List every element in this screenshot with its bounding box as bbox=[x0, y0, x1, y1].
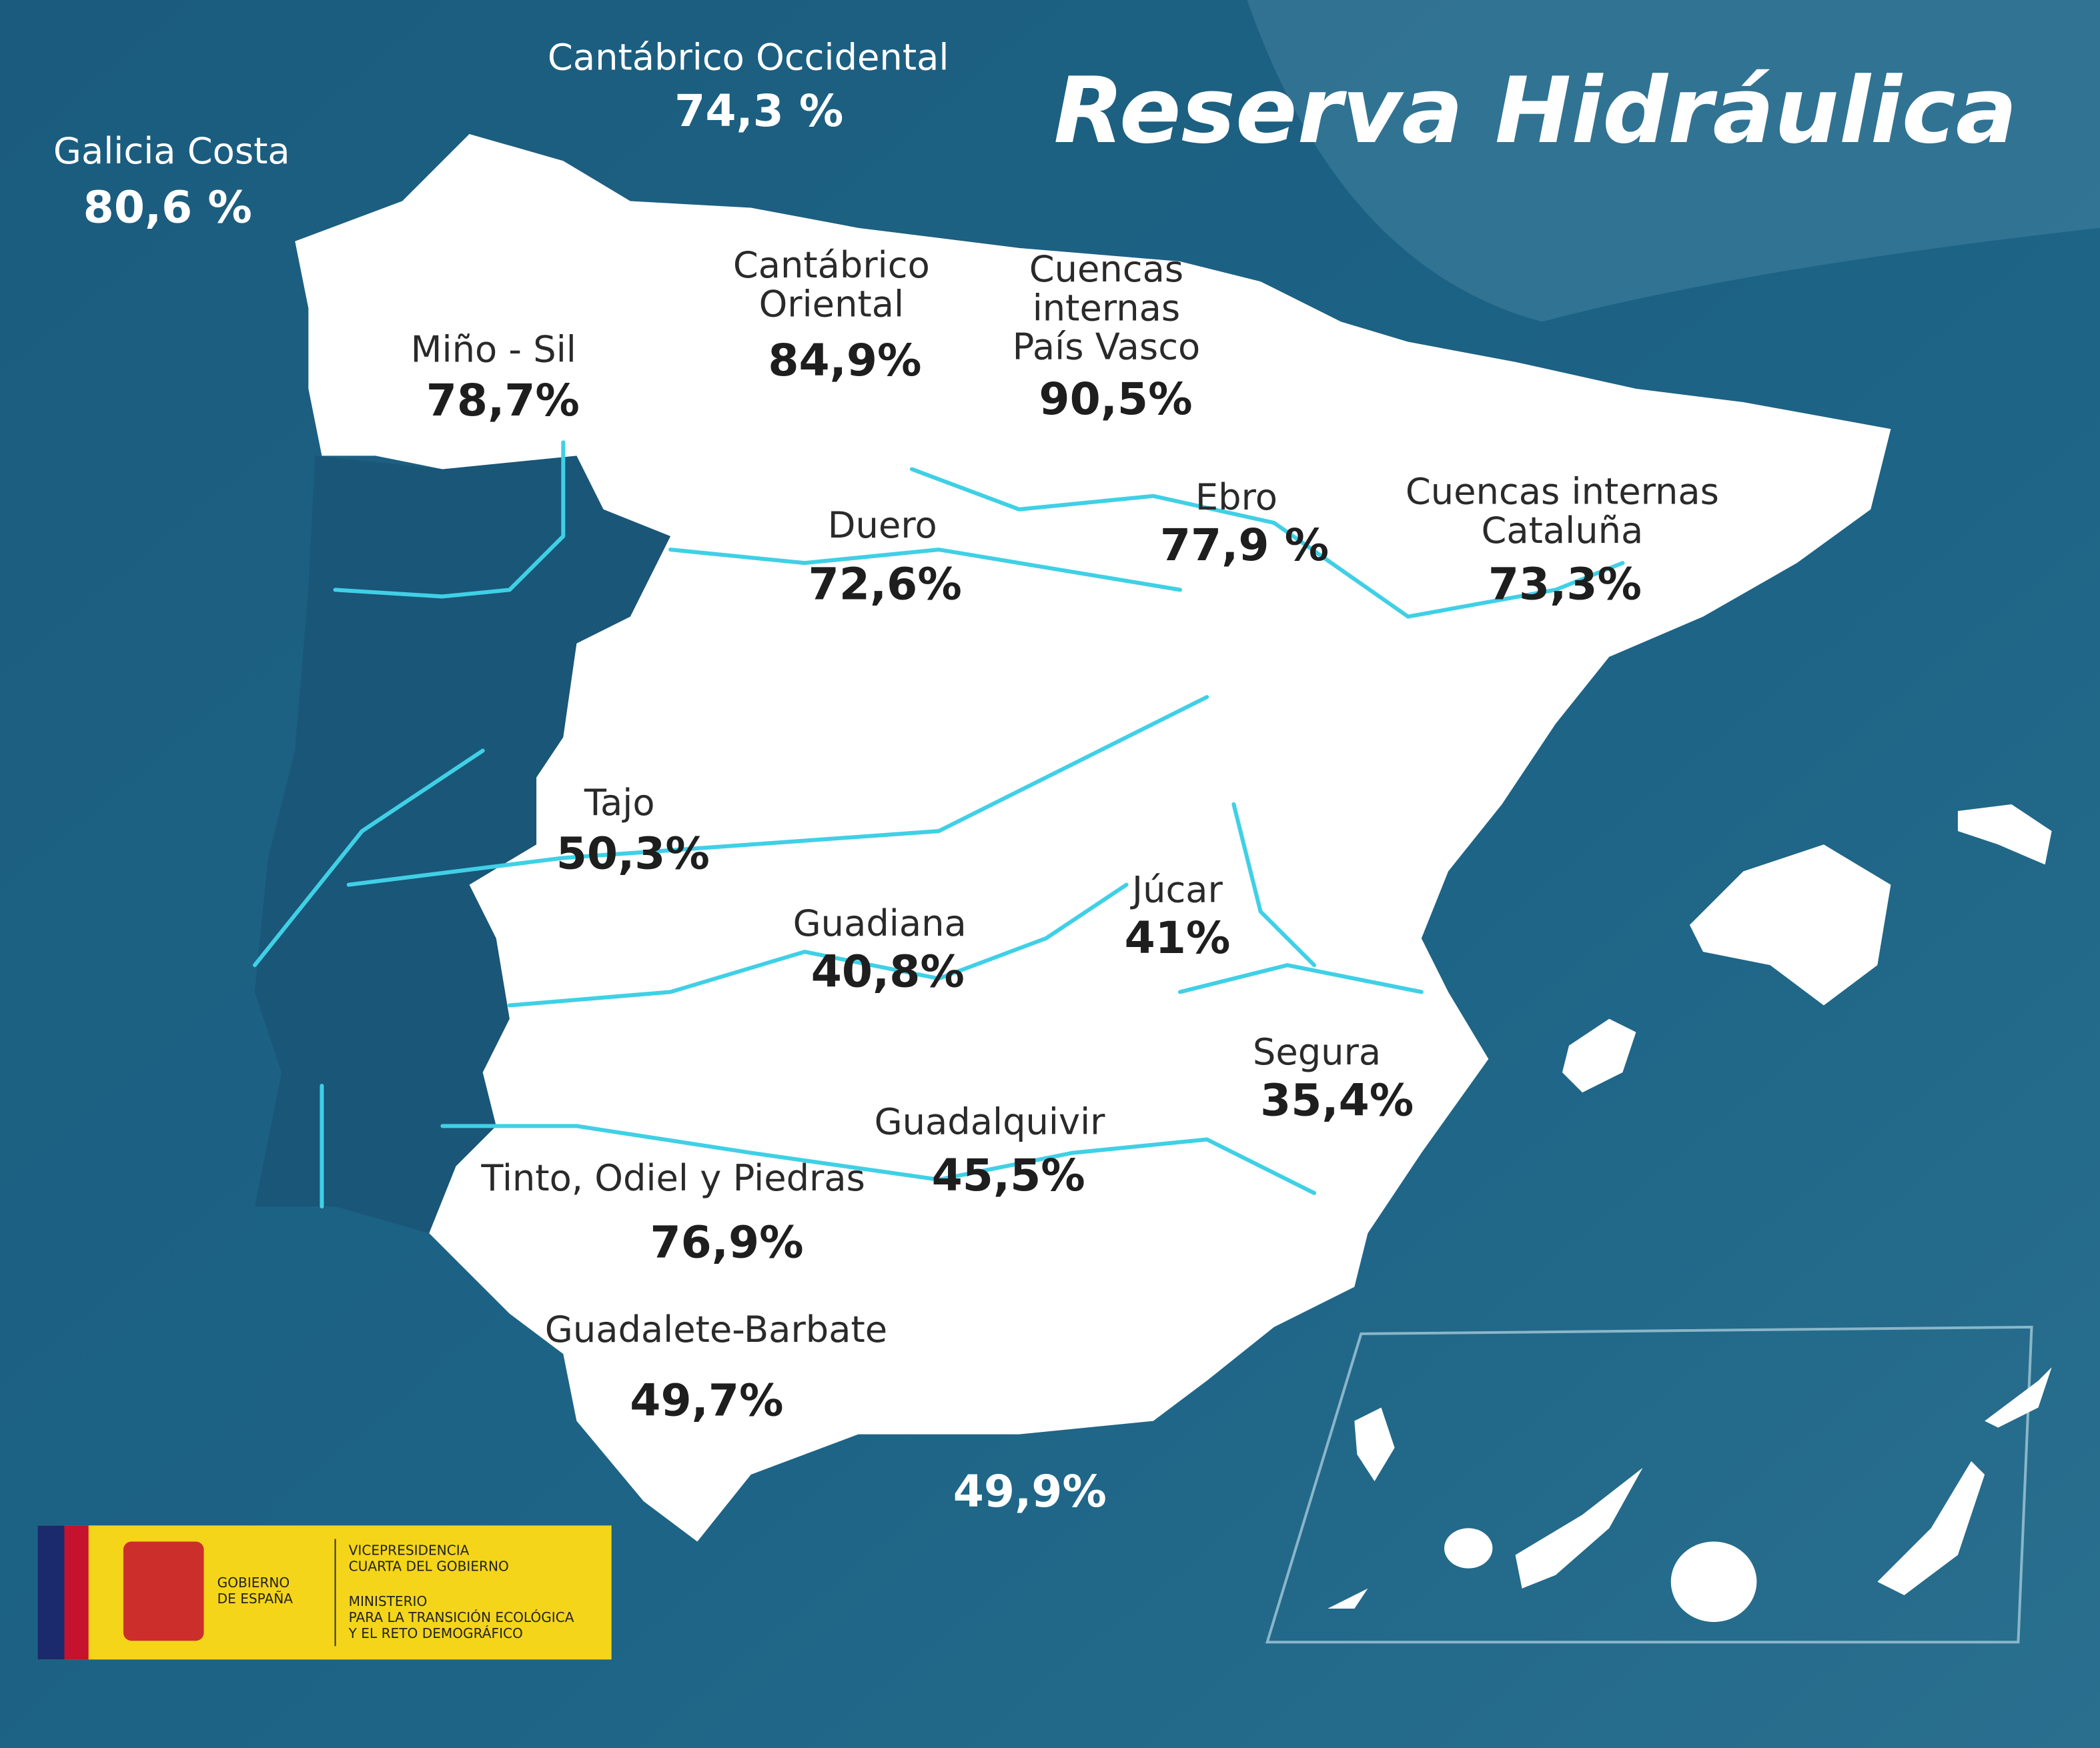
region-value: 49,9% bbox=[953, 1465, 1107, 1517]
logo-text: PARA LA TRANSICIÓN ECOLÓGICA bbox=[349, 1609, 574, 1625]
region-name: Tajo bbox=[584, 782, 655, 824]
title: Reserva Hidráulica bbox=[1053, 58, 2017, 164]
region-value: 77,9 % bbox=[1160, 519, 1329, 571]
region-name: Segura bbox=[1253, 1031, 1381, 1073]
region-name: Miño - Sil bbox=[411, 329, 576, 371]
region-value: 49,7% bbox=[630, 1375, 783, 1427]
river bbox=[507, 882, 1129, 1008]
region-value: 72,6% bbox=[809, 558, 962, 610]
region-value: 78,7% bbox=[426, 374, 580, 426]
river bbox=[1231, 802, 1317, 968]
region-name: internas bbox=[1033, 287, 1180, 329]
region-value: 50,3% bbox=[556, 827, 710, 879]
logo-text: VICEPRESIDENCIA bbox=[349, 1543, 470, 1559]
region-name: Oriental bbox=[759, 283, 905, 325]
gran-canaria bbox=[1670, 1541, 1757, 1623]
region-name: Cuencas bbox=[1029, 248, 1183, 290]
region-name: Duero bbox=[828, 504, 937, 546]
region-name: País Vasco bbox=[1013, 326, 1201, 368]
region-name: Cantábrico Occidental bbox=[548, 37, 949, 79]
region-value: 84,9% bbox=[768, 334, 921, 386]
region-name: Guadalete-Barbate bbox=[545, 1308, 887, 1351]
tenerife bbox=[1515, 1467, 1643, 1589]
region-value: 74,3 % bbox=[674, 85, 843, 137]
coat-of-arms bbox=[123, 1541, 204, 1641]
region-value: 80,6 % bbox=[83, 181, 252, 233]
region-value: 45,5% bbox=[932, 1149, 1085, 1201]
river bbox=[346, 695, 1209, 887]
portugal bbox=[254, 456, 671, 1234]
lanzarote bbox=[1985, 1367, 2052, 1428]
region-value: 73,3% bbox=[1488, 558, 1642, 610]
flag-stripe bbox=[64, 1525, 89, 1660]
france bbox=[1247, 0, 2100, 322]
fuerteventura bbox=[1877, 1461, 1985, 1595]
logo-text: MINISTERIO bbox=[349, 1593, 428, 1609]
region-value: 41% bbox=[1125, 912, 1231, 964]
region-value: 40,8% bbox=[811, 945, 965, 997]
logo-text: Y EL RETO DEMOGRÁFICO bbox=[348, 1625, 523, 1641]
la-palma bbox=[1354, 1407, 1395, 1482]
river bbox=[1177, 963, 1424, 994]
labels: Galicia Costa 80,6 % Cantábrico Occidental… bbox=[53, 37, 1719, 1518]
region-name: Júcar bbox=[1130, 869, 1223, 911]
ibiza bbox=[1562, 1018, 1636, 1093]
region-value: 35,4% bbox=[1260, 1074, 1414, 1126]
logo-text: GOBIERNO bbox=[217, 1575, 290, 1591]
region-name: Andaluza bbox=[949, 1379, 1116, 1421]
region-name: Mediterránea bbox=[912, 1339, 1153, 1381]
region-name: Cuencas internas bbox=[1406, 471, 1719, 513]
region-name: Cuenca bbox=[965, 1300, 1100, 1343]
river bbox=[440, 1124, 1317, 1195]
rivers bbox=[252, 440, 1625, 1208]
menorca bbox=[1957, 804, 2052, 865]
river bbox=[252, 748, 485, 968]
region-value: 76,9% bbox=[650, 1216, 803, 1268]
river bbox=[333, 440, 566, 599]
region-name: Cantábrico bbox=[733, 244, 930, 286]
region-name: Cataluña bbox=[1481, 510, 1643, 552]
mallorca bbox=[1689, 844, 1891, 1006]
region-value: 90,5% bbox=[1039, 373, 1192, 425]
eu-flag bbox=[37, 1525, 65, 1660]
river bbox=[668, 548, 1183, 592]
la-gomera bbox=[1444, 1528, 1493, 1569]
spain bbox=[295, 133, 1891, 1542]
region-name: Tinto, Odiel y Piedras bbox=[480, 1157, 865, 1199]
river bbox=[909, 467, 1625, 619]
region-name: Galicia Costa bbox=[53, 130, 290, 172]
region-name: Guadiana bbox=[793, 902, 967, 944]
region-name: Guadalquivir bbox=[875, 1100, 1106, 1142]
logo-text: DE ESPAÑA bbox=[217, 1591, 294, 1607]
logo-text: CUARTA DEL GOBIERNO bbox=[349, 1559, 509, 1575]
region-name: Ebro bbox=[1195, 476, 1277, 518]
canary-box bbox=[1265, 1325, 2033, 1644]
